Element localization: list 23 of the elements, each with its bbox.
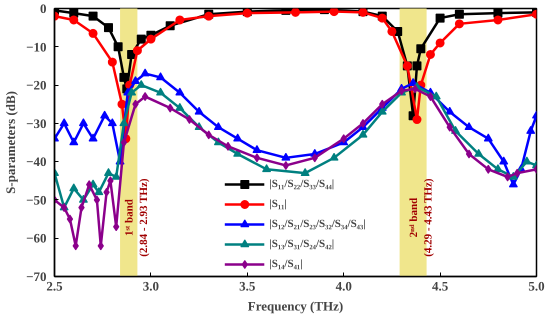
band-label: 2ⁿᵈ band (4.29 - 4.43 THz) <box>408 178 434 257</box>
x-axis-title: Frequency (THz) <box>248 298 344 314</box>
legend-label: |S₁₁/S₂₂/S₃₃/S₄₄| <box>269 178 334 190</box>
y-tick-label: −30 <box>26 116 47 131</box>
y-tick-label: −40 <box>26 154 47 170</box>
x-tick-label: 3.5 <box>239 278 256 294</box>
legend-label: |S₁₄/S₄₁| <box>269 258 303 270</box>
x-tick-label: 3.0 <box>142 278 160 294</box>
y-axis-title: S-parameters (dB) <box>3 91 18 194</box>
y-tick-label: −70 <box>26 269 47 284</box>
x-tick-label: 4.0 <box>336 278 352 294</box>
y-tick-label: −10 <box>26 39 47 54</box>
y-tick-label: −50 <box>26 192 47 208</box>
x-tick-label: 2.5 <box>46 278 64 294</box>
band-label: 1ˢᵗ band (2.84 - 2.93 THz) <box>124 178 150 257</box>
x-tick-label: 5.0 <box>528 278 545 294</box>
x-tick-label: 4.5 <box>432 278 449 294</box>
legend-label: |S₁₁| <box>269 198 288 210</box>
y-tick-label: 0 <box>40 1 46 16</box>
y-tick-label: −20 <box>26 78 47 93</box>
y-tick-label: −60 <box>26 230 47 246</box>
legend-label: |S₁₃/S₃₁/S₂₄/S₄₂| <box>269 238 334 250</box>
legend-label: |S₁₂/S₂₁/S₂₃/S₃₂/S₃₄/S₄₃| <box>269 218 366 230</box>
